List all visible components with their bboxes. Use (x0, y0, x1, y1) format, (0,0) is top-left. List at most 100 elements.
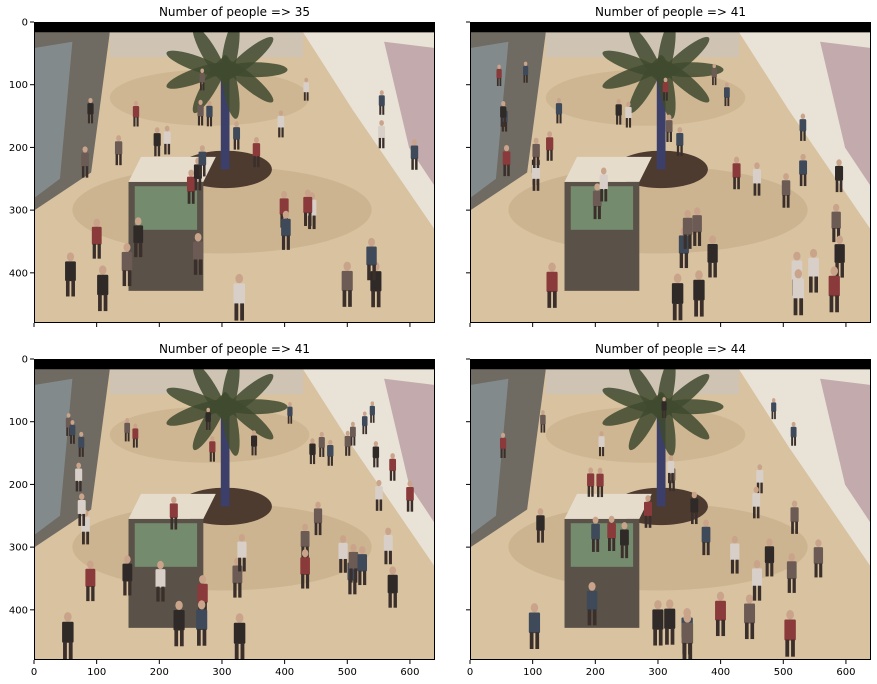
person (303, 77, 310, 101)
person (701, 519, 711, 556)
person (764, 538, 775, 577)
person (707, 235, 718, 278)
person (233, 613, 246, 659)
kiosk-display (134, 186, 198, 230)
y-tick-label: 0 (22, 355, 28, 366)
person (192, 233, 204, 275)
x-tick-label: 500 (774, 667, 793, 678)
mall-scene (35, 360, 434, 659)
person (532, 137, 540, 169)
person (281, 210, 291, 250)
y-tick-label: 100 (9, 80, 28, 91)
y-tick-label: 400 (9, 268, 28, 279)
person (372, 441, 380, 468)
person (169, 496, 178, 530)
x-tick-label: 200 (586, 667, 605, 678)
person (309, 438, 316, 465)
palm-frond (222, 36, 274, 81)
person (676, 127, 684, 157)
person (121, 243, 133, 287)
person (546, 262, 558, 308)
person (732, 156, 741, 190)
subplot-title: Number of people => 35 (158, 5, 311, 19)
x-tick-label: 400 (275, 667, 294, 678)
person (835, 159, 844, 193)
person (348, 543, 359, 583)
person (652, 600, 664, 646)
person (341, 261, 353, 307)
image-frame (34, 22, 435, 323)
image-frame (470, 359, 871, 660)
person (77, 493, 86, 526)
person (790, 421, 797, 446)
person (781, 173, 791, 208)
person (287, 402, 293, 424)
person (790, 500, 799, 534)
person (69, 420, 76, 444)
subplot-title: Number of people => 41 (594, 5, 747, 19)
image-content (35, 360, 434, 659)
person (692, 207, 702, 246)
person (197, 99, 204, 126)
x-tick-label: 0 (31, 667, 37, 678)
image-frame (34, 359, 435, 660)
person (799, 113, 807, 141)
person (752, 486, 761, 519)
person (540, 410, 546, 433)
palm-frond (221, 360, 240, 422)
person (277, 110, 285, 138)
person (122, 555, 133, 596)
person (303, 189, 313, 226)
person (91, 218, 102, 259)
person (752, 162, 762, 196)
mall-scene (471, 23, 870, 322)
palm-frond (628, 26, 664, 83)
person (711, 63, 717, 86)
top-band (471, 23, 870, 33)
person (730, 535, 740, 574)
person (661, 397, 667, 419)
person (97, 265, 109, 312)
person (596, 467, 604, 498)
person (599, 167, 608, 202)
person (625, 101, 632, 128)
person (592, 183, 602, 220)
palm-trunk (220, 66, 230, 170)
y-tick-label: 200 (9, 480, 28, 491)
person (586, 582, 598, 626)
person (163, 125, 171, 155)
person (87, 97, 94, 124)
y-tick-label: 400 (9, 605, 28, 616)
x-tick-label: 100 (523, 667, 542, 678)
person (784, 610, 796, 657)
person (300, 549, 310, 589)
x-tick-label: 0 (467, 667, 473, 678)
person (132, 423, 139, 448)
palm-frond (192, 363, 228, 420)
person (406, 480, 414, 512)
mall-scene (35, 23, 434, 322)
shop-window (471, 378, 509, 535)
person (205, 407, 211, 430)
person (318, 431, 325, 457)
person (209, 436, 216, 462)
person (591, 516, 600, 552)
person (81, 146, 89, 178)
person (662, 77, 669, 101)
person (78, 431, 85, 457)
y-tick-label: 0 (22, 18, 28, 29)
person (133, 217, 144, 258)
person (124, 417, 131, 442)
shop-window (471, 41, 509, 198)
person (196, 600, 208, 646)
kiosk-roof (564, 493, 652, 519)
subplot-title: Number of people => 44 (594, 342, 747, 356)
person (682, 209, 693, 249)
y-tick-label: 300 (9, 543, 28, 554)
person (828, 266, 840, 313)
person (615, 98, 622, 125)
person (199, 68, 205, 91)
person (496, 64, 502, 87)
